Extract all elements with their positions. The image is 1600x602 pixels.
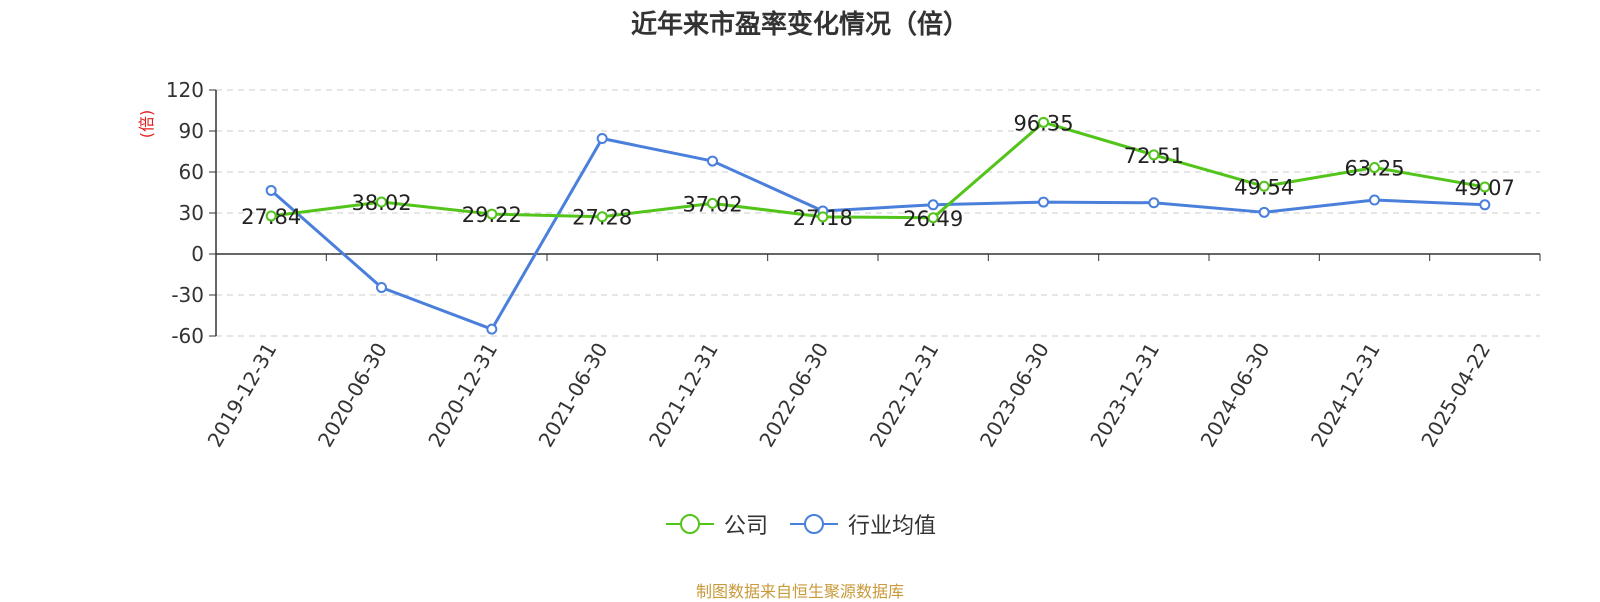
data-point <box>1258 180 1270 192</box>
x-tick-label: 2020-12-31 <box>423 339 502 452</box>
legend-label-company: 公司 <box>723 514 768 539</box>
data-point <box>596 133 608 145</box>
x-tick-label: 2020-06-30 <box>313 339 392 452</box>
data-point <box>1148 149 1160 161</box>
legend: 公司 行业均值 <box>0 508 1600 540</box>
data-point <box>707 197 718 209</box>
y-tick-label: -60 <box>171 324 204 348</box>
data-label: 72.51 <box>1124 144 1184 168</box>
data-label: 29.22 <box>462 203 522 227</box>
data-point <box>376 196 387 208</box>
legend-item-company[interactable]: 公司 <box>664 508 768 540</box>
data-labels: 27.84 38.02 29.22 27.28 37.02 27.18 26.49 96.35… <box>241 111 1515 230</box>
data-label: 96.35 <box>1013 111 1073 135</box>
data-label: 63.25 <box>1344 157 1404 181</box>
series-line-1 <box>270 137 1485 331</box>
legend-label-industry-average: 行业均值 <box>848 514 937 539</box>
data-label: 27.28 <box>572 206 632 230</box>
y-tick-label: 60 <box>179 160 204 184</box>
data-point <box>376 281 387 293</box>
data-point <box>265 210 277 222</box>
legend-marker-industry-average <box>790 514 838 534</box>
data-point <box>1038 196 1049 208</box>
data-point <box>596 211 608 223</box>
data-point <box>265 184 277 196</box>
legend-marker-company <box>665 514 714 534</box>
data-point <box>1369 162 1380 174</box>
axes: -60 -30 0 30 60 90 120 2019-12-31 2020-06-30 2020… <box>166 78 1541 452</box>
data-point <box>486 323 498 335</box>
x-tick-label: 2021-06-30 <box>534 339 613 452</box>
data-point <box>1258 206 1270 218</box>
data-point <box>1479 181 1491 193</box>
x-tick-label: 2024-12-31 <box>1306 339 1385 452</box>
data-label: 26.49 <box>903 207 963 231</box>
data-point <box>927 212 939 224</box>
data-point <box>1038 116 1049 128</box>
y-tick-label: -30 <box>171 283 204 307</box>
x-tick-label: 2021-12-31 <box>644 339 723 452</box>
y-tick-label: 120 <box>166 78 204 102</box>
data-source-note: 制图数据来自恒生聚源数据库 <box>695 582 904 601</box>
data-label: 49.54 <box>1234 175 1294 199</box>
data-label: 27.84 <box>241 205 301 229</box>
y-axis-label: (倍) <box>137 110 156 139</box>
x-tick-label: 2025-04-22 <box>1416 339 1495 452</box>
series-lines <box>265 116 1491 335</box>
series-line-0 <box>270 120 1486 220</box>
y-tick-label: 90 <box>179 119 204 143</box>
data-label: 27.18 <box>793 206 853 230</box>
x-tick-label: 2022-12-31 <box>865 339 944 452</box>
y-tick-label: 30 <box>179 201 204 225</box>
x-tick-label: 2023-06-30 <box>975 339 1054 452</box>
data-point <box>1479 199 1491 211</box>
x-tick-label: 2022-06-30 <box>754 339 833 452</box>
data-label: 49.07 <box>1455 176 1515 200</box>
data-point <box>1148 197 1160 209</box>
data-label: 37.02 <box>682 192 742 216</box>
data-point <box>817 211 829 223</box>
chart-title: 近年来市盈率变化情况（倍） <box>630 10 969 40</box>
data-point <box>927 199 939 211</box>
grid-lines <box>216 89 1540 337</box>
x-tick-label: 2019-12-31 <box>203 339 282 452</box>
y-tick-label: 0 <box>191 242 204 266</box>
data-label: 38.02 <box>351 191 411 215</box>
x-tick-label: 2024-06-30 <box>1196 339 1275 452</box>
legend-item-industry-average[interactable]: 行业均值 <box>788 508 936 540</box>
x-tick-label: 2023-12-31 <box>1085 339 1164 452</box>
data-point <box>1369 194 1380 206</box>
y-axis-label-group: (倍) <box>137 110 156 139</box>
data-point <box>486 208 498 220</box>
data-point <box>707 155 718 167</box>
